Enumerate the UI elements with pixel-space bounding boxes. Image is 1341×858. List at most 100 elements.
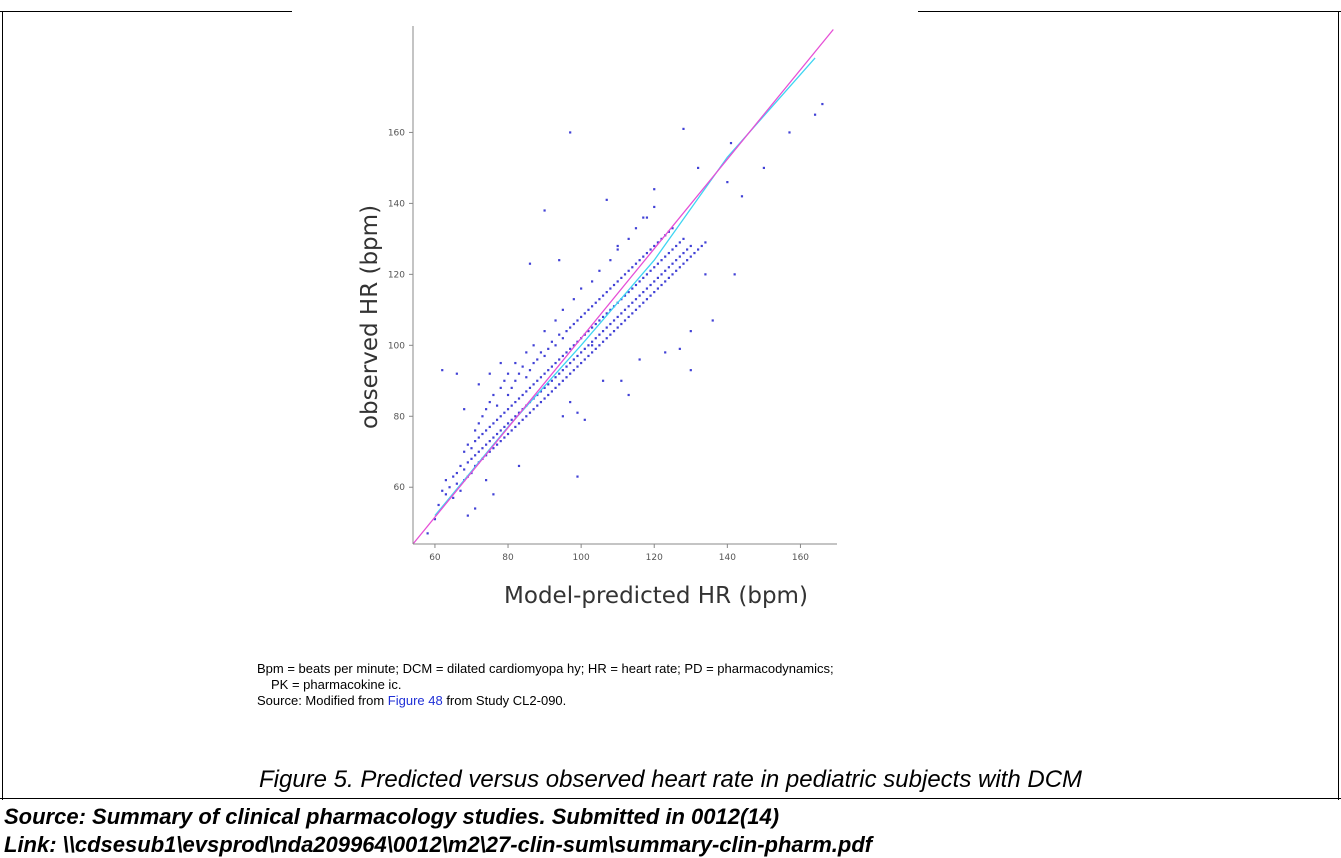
x-tick-label: 140 — [719, 553, 736, 563]
data-point — [612, 330, 616, 333]
data-point — [492, 493, 495, 496]
data-point — [591, 280, 594, 283]
data-point — [528, 386, 532, 389]
data-point — [433, 518, 437, 521]
data-point — [649, 283, 652, 287]
data-point — [463, 468, 466, 471]
data-point — [470, 447, 473, 450]
data-point — [543, 330, 546, 333]
y-tick-label: 60 — [394, 483, 406, 493]
data-point — [587, 308, 590, 311]
data-point — [455, 372, 458, 375]
data-point — [711, 319, 714, 322]
data-point — [580, 287, 583, 290]
data-point — [561, 369, 564, 372]
data-point — [466, 443, 469, 446]
data-point — [587, 330, 590, 333]
data-point — [671, 273, 674, 276]
data-point — [729, 141, 733, 145]
y-tick-label: 100 — [388, 341, 405, 351]
data-point — [503, 425, 506, 429]
data-point — [605, 326, 608, 329]
data-point — [598, 298, 601, 301]
data-point — [580, 351, 583, 354]
data-point — [565, 351, 568, 354]
data-point — [539, 400, 543, 404]
frame-top-border — [0, 0, 1341, 13]
data-point — [591, 305, 594, 308]
data-point — [605, 290, 608, 294]
source-suffix: from Study CL2-090. — [442, 693, 567, 708]
data-point — [558, 383, 561, 386]
data-point — [587, 354, 590, 358]
data-point — [634, 283, 638, 287]
data-point — [587, 344, 590, 347]
data-point — [477, 436, 480, 439]
data-point — [642, 301, 645, 304]
data-point — [609, 333, 612, 336]
data-point — [591, 340, 594, 343]
data-point — [495, 418, 499, 421]
data-point — [627, 393, 630, 397]
x-tick-label: 100 — [573, 553, 590, 563]
data-point — [645, 298, 649, 301]
data-point — [616, 326, 619, 329]
data-point — [485, 479, 488, 482]
data-point — [517, 372, 521, 375]
data-point — [517, 422, 521, 425]
data-point — [543, 397, 546, 400]
data-point — [444, 493, 447, 496]
data-point — [463, 450, 466, 453]
data-point — [547, 383, 550, 386]
footer-source: Source: Summary of clinical pharmacology… — [4, 804, 780, 829]
data-point — [543, 209, 546, 212]
data-point — [517, 411, 521, 414]
data-point — [660, 259, 663, 262]
data-point — [642, 276, 645, 280]
data-point — [601, 315, 605, 319]
data-point — [474, 440, 477, 443]
data-point — [623, 273, 627, 276]
data-point — [532, 361, 535, 365]
data-point — [609, 287, 612, 290]
data-point — [492, 422, 495, 425]
data-point — [547, 347, 550, 350]
data-point — [678, 347, 681, 350]
data-point — [583, 418, 586, 421]
data-point — [697, 248, 700, 251]
data-point — [656, 276, 659, 280]
data-point — [459, 464, 462, 468]
footer-link: Link: \\cdsesub1\evsprod\nda209964\0012\… — [4, 832, 873, 857]
data-point — [704, 241, 707, 244]
data-point — [441, 369, 444, 372]
data-point — [653, 266, 656, 269]
figure-caption: Figure 5. Predicted versus observed hear… — [258, 766, 1083, 793]
x-tick-label: 160 — [792, 553, 809, 563]
data-point — [609, 259, 612, 262]
data-point — [580, 361, 583, 365]
data-point — [642, 255, 645, 258]
data-point — [554, 376, 557, 379]
data-point — [638, 280, 641, 283]
data-point — [525, 415, 528, 418]
data-point — [616, 280, 619, 283]
data-point — [627, 290, 630, 294]
lines-layer — [412, 29, 834, 545]
identity-line — [412, 29, 834, 545]
data-point — [645, 273, 649, 276]
data-point — [700, 244, 703, 248]
data-point — [558, 333, 561, 336]
data-point — [510, 386, 513, 389]
data-point — [634, 227, 638, 230]
data-point — [517, 464, 521, 468]
data-point — [634, 298, 638, 301]
figure-48-link[interactable]: Figure 48 — [387, 693, 443, 708]
points-layer — [426, 102, 824, 535]
y-tick-label: 140 — [388, 199, 405, 209]
data-point — [506, 432, 510, 436]
data-point — [671, 227, 674, 230]
data-point — [569, 131, 572, 134]
source-note: Source: Modified from Figure 48 from Stu… — [257, 693, 834, 709]
data-point — [601, 294, 605, 297]
data-point — [638, 358, 641, 361]
